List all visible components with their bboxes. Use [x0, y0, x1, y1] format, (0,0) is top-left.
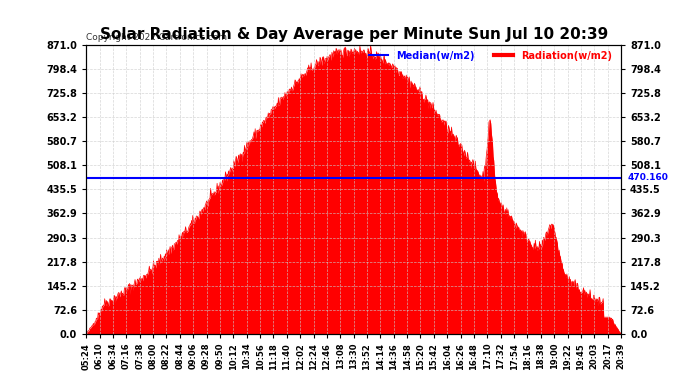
Text: Copyright 2022 Cartronics.com: Copyright 2022 Cartronics.com — [86, 33, 227, 42]
Text: 470.160: 470.160 — [628, 173, 669, 182]
Title: Solar Radiation & Day Average per Minute Sun Jul 10 20:39: Solar Radiation & Day Average per Minute… — [99, 27, 608, 42]
Legend: Median(w/m2), Radiation(w/m2): Median(w/m2), Radiation(w/m2) — [365, 47, 616, 65]
